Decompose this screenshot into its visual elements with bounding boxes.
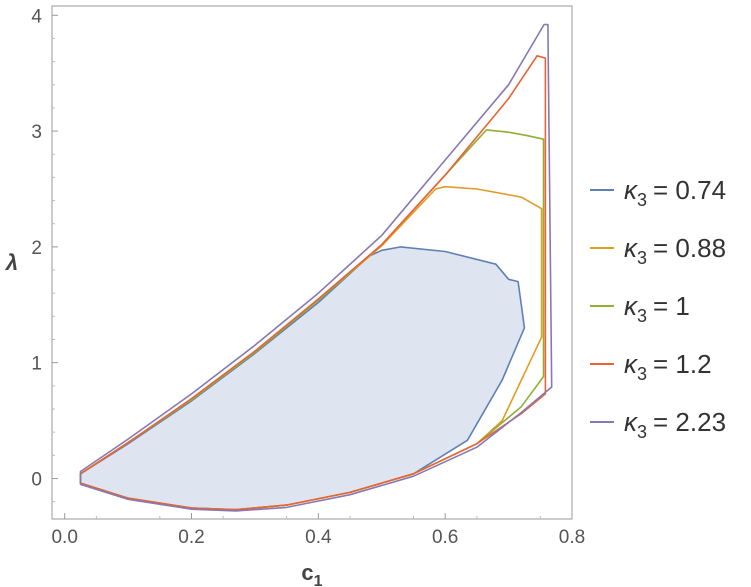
legend-item-2: κ3 = 0.88 (590, 233, 726, 268)
x-axis-label: c1 (301, 560, 322, 587)
series-5-region (79, 23, 553, 512)
legend-symbol: κ (624, 233, 639, 263)
series-1-region (79, 246, 526, 511)
legend-label: κ3 = 0.74 (624, 175, 726, 210)
plot-area: 0.0 0.2 0.4 0.6 0.8 0 1 2 3 4 (31, 5, 585, 548)
legend-symbol: κ (624, 407, 639, 437)
legend-value: = 1.2 (653, 349, 712, 379)
legend-subscript: 3 (637, 364, 647, 384)
y-tick-label: 3 (31, 122, 42, 143)
legend-label: κ3 = 1.2 (624, 349, 712, 384)
legend-item-1: κ3 = 0.74 (590, 175, 726, 210)
y-tick-label: 0 (31, 469, 42, 490)
legend-label: κ3 = 1 (624, 291, 690, 326)
legend-value: = 0.74 (653, 175, 726, 205)
y-axis-label: λ (5, 250, 18, 275)
legend-item-4: κ3 = 1.2 (590, 349, 712, 384)
legend-value: = 2.23 (653, 407, 726, 437)
x-axis-label-main: c (301, 560, 313, 585)
legend-symbol: κ (624, 175, 639, 205)
legend-value: = 0.88 (653, 233, 726, 263)
legend-label: κ3 = 0.88 (624, 233, 726, 268)
legend-item-5: κ3 = 2.23 (590, 407, 726, 442)
x-tick-label: 0.6 (432, 527, 458, 548)
x-tick-label: 0.8 (559, 527, 585, 548)
legend-value: = 1 (653, 291, 690, 321)
x-tick-label: 0.2 (178, 527, 204, 548)
legend-label: κ3 = 2.23 (624, 407, 726, 442)
y-tick-label: 2 (31, 238, 42, 259)
x-axis-label-sub: 1 (314, 573, 323, 587)
series-4-region (79, 55, 547, 511)
x-tick-label: 0.4 (305, 527, 332, 548)
series-layer (79, 23, 553, 512)
legend-symbol: κ (624, 291, 639, 321)
legend-subscript: 3 (637, 190, 647, 210)
legend-item-3: κ3 = 1 (590, 291, 690, 326)
ticks-layer: 0.0 0.2 0.4 0.6 0.8 0 1 2 3 4 (31, 6, 585, 548)
x-tick-label: 0.0 (51, 527, 77, 548)
legend-symbol: κ (624, 349, 639, 379)
legend-subscript: 3 (637, 306, 647, 326)
plot-frame (51, 5, 573, 520)
legend-subscript: 3 (637, 422, 647, 442)
y-tick-label: 4 (31, 6, 42, 27)
legend-subscript: 3 (637, 248, 647, 268)
y-tick-label: 1 (31, 354, 42, 375)
